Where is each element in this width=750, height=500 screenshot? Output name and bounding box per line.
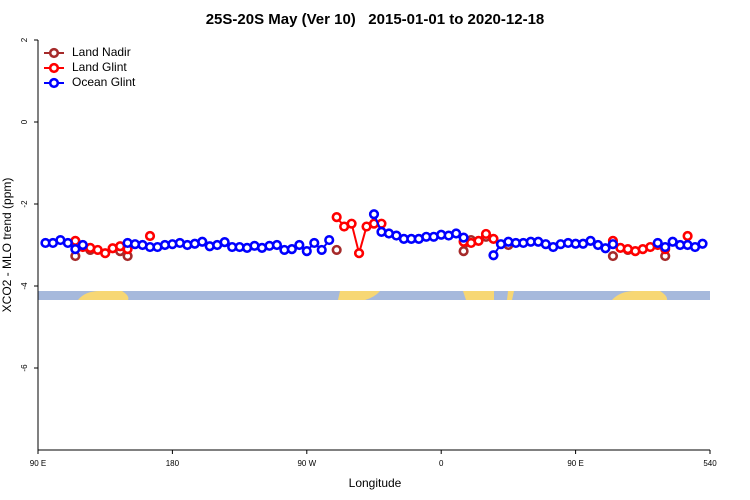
x-axis-label: Longitude [349,476,402,490]
data-point [294,239,305,251]
legend-label: Land Nadir [72,45,131,59]
data-point [353,248,365,259]
data-point [144,230,156,242]
x-tick-label: 90 E [567,459,583,468]
chart-title: 25S-20S May (Ver 10) 2015-01-01 to 2020-… [206,11,545,28]
x-tick-label: 180 [166,459,180,468]
data-point [473,235,484,246]
legend-marker [48,62,60,74]
data-point [607,239,619,250]
data-point [458,246,469,257]
data-point [100,248,111,259]
data-point [286,244,297,255]
x-tick-label: 540 [703,459,717,468]
y-tick-label: -4 [20,282,29,290]
data-point [480,228,492,240]
x-tick-label: 0 [439,459,444,468]
y-tick-label: -6 [20,364,29,372]
y-tick-label: 2 [20,37,29,42]
y-tick-label: 0 [20,119,29,124]
y-tick-label: -2 [20,200,29,208]
data-point [660,241,671,253]
legend-marker [48,77,60,89]
data-point [331,244,342,256]
data-point [331,212,342,223]
data-point [197,236,208,247]
data-point [271,239,283,251]
map-strip [38,291,710,300]
data-point [697,238,708,249]
data-point [301,246,312,257]
data-point [324,234,335,246]
data-point [488,233,499,244]
data-point [585,235,596,246]
legend-label: Land Glint [72,60,127,74]
legend-marker [48,47,60,59]
data-point [682,230,693,242]
y-axis-label: XCO2 - MLO trend (ppm) [0,178,14,313]
data-point [309,237,320,249]
x-tick-label: 90 W [297,459,316,468]
data-point [458,232,469,243]
data-point [451,228,462,239]
data-point [219,237,230,248]
data-point [368,209,380,220]
data-point [316,244,327,256]
data-point [600,243,611,254]
x-tick-label: 90 E [30,459,46,468]
data-point [488,250,499,261]
legend-label: Ocean Glint [72,75,136,89]
data-point [70,244,81,255]
data-point [652,237,663,249]
data-point [62,237,73,249]
data-point [346,218,357,229]
data-point [607,250,619,262]
data-point [77,239,88,251]
